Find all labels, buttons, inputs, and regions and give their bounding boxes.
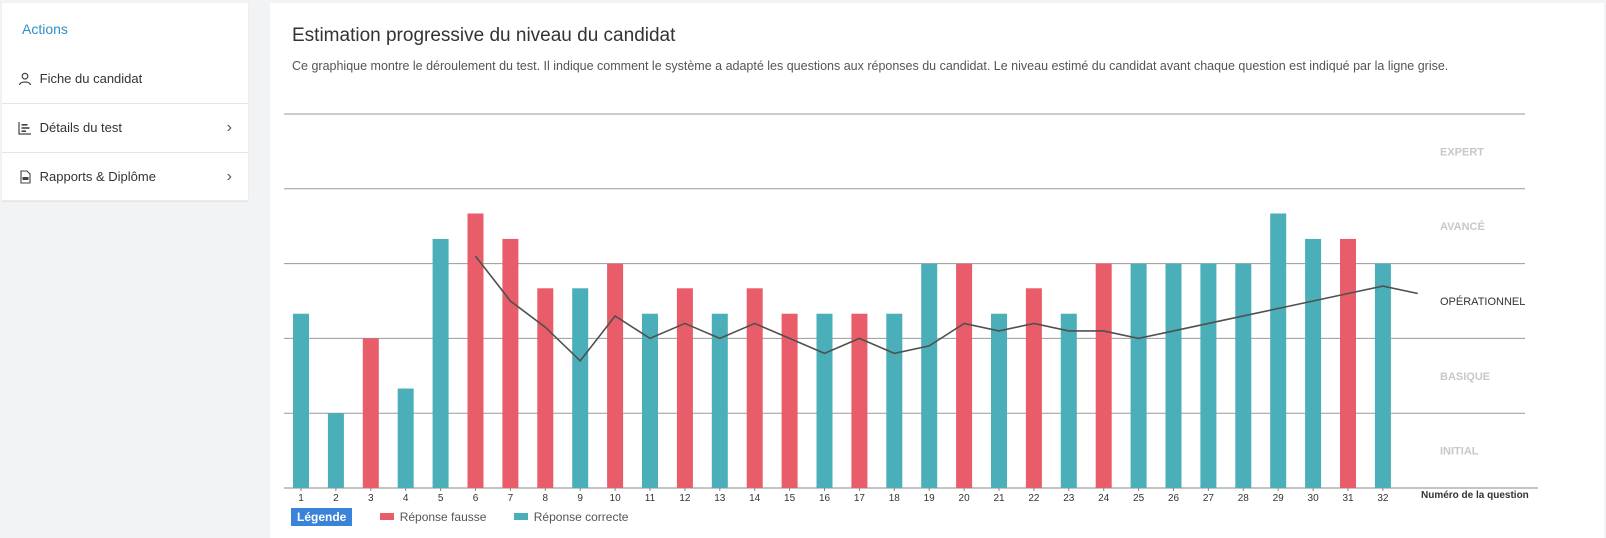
- chart-description: Ce graphique montre le déroulement du te…: [292, 59, 1449, 73]
- x-tick-label: 22: [1028, 493, 1040, 504]
- level-label: INITIAL: [1440, 446, 1479, 458]
- bar: [537, 288, 554, 488]
- level-label: BASIQUE: [1440, 371, 1490, 383]
- bar: [1025, 288, 1042, 488]
- bar: [956, 263, 973, 488]
- x-tick-label: 28: [1238, 493, 1250, 504]
- legend-badge: Légende: [291, 508, 353, 526]
- x-axis-label: Numéro de la question: [1421, 490, 1529, 501]
- bar: [886, 313, 903, 488]
- bar: [607, 263, 624, 488]
- x-tick-label: 9: [577, 493, 583, 504]
- bar: [327, 413, 344, 488]
- bar: [467, 213, 484, 488]
- x-tick-label: 30: [1308, 493, 1320, 504]
- x-tick-label: 20: [959, 493, 971, 504]
- bar: [1095, 263, 1112, 488]
- bar: [851, 313, 868, 488]
- x-tick-label: 4: [403, 493, 409, 504]
- legend: Légende Réponse fausse Réponse correcte: [291, 508, 628, 528]
- legend-correct: Réponse correcte: [513, 510, 629, 524]
- x-tick-label: 11: [645, 493, 656, 504]
- user-icon: [18, 72, 32, 85]
- x-tick-label: 2: [333, 493, 339, 504]
- sidebar-item-label: Fiche du candidat: [39, 71, 143, 86]
- x-tick-label: 27: [1203, 493, 1215, 504]
- bar: [293, 313, 309, 488]
- bar: [1200, 263, 1217, 488]
- sidebar-title: Actions: [22, 21, 68, 37]
- bar: [921, 263, 938, 488]
- bar: [432, 238, 449, 488]
- bar: [991, 313, 1007, 488]
- legend-correct-swatch: [513, 513, 528, 521]
- level-label: OPÉRATIONNEL: [1440, 295, 1525, 308]
- bar: [362, 338, 379, 488]
- bar: [1130, 263, 1147, 488]
- x-tick-label: 10: [610, 493, 622, 504]
- legend-wrong: Réponse fausse: [379, 510, 487, 524]
- x-tick-label: 7: [508, 493, 514, 504]
- x-tick-label: 8: [543, 493, 549, 504]
- bar: [746, 288, 763, 488]
- x-tick-label: 19: [924, 493, 936, 504]
- bar: [1235, 263, 1252, 488]
- x-tick-label: 26: [1168, 493, 1180, 504]
- bar: [781, 313, 798, 488]
- level-label: AVANCÉ: [1440, 220, 1485, 233]
- bar-chart-icon: [18, 121, 31, 135]
- x-tick-label: 14: [749, 493, 761, 504]
- x-tick-label: 25: [1133, 493, 1145, 504]
- x-tick-label: 13: [714, 493, 726, 504]
- sidebar-item-details-test[interactable]: Détails du test ›: [2, 104, 248, 153]
- x-tick-label: 6: [473, 493, 479, 504]
- bar: [572, 288, 589, 488]
- x-tick-label: 5: [438, 493, 444, 504]
- sidebar: Actions Fiche du candidat Détails du tes…: [2, 3, 248, 202]
- x-tick-label: 31: [1342, 493, 1354, 504]
- sidebar-item-rapports-diplome[interactable]: Rapports & Diplôme ›: [2, 153, 248, 202]
- legend-wrong-label: Réponse fausse: [399, 510, 487, 524]
- x-tick-label: 17: [854, 493, 866, 504]
- bar: [502, 238, 519, 488]
- sidebar-item-fiche-candidat[interactable]: Fiche du candidat: [2, 55, 248, 104]
- x-tick-label: 3: [368, 493, 374, 504]
- x-tick-label: 1: [298, 493, 304, 504]
- bar: [1374, 263, 1391, 488]
- x-tick-label: 12: [679, 493, 691, 504]
- x-tick-label: 18: [889, 493, 901, 504]
- x-tick-label: 16: [819, 493, 831, 504]
- x-tick-label: 24: [1098, 493, 1110, 504]
- bar: [1165, 263, 1182, 488]
- level-label: EXPERT: [1440, 146, 1484, 158]
- legend-correct-label: Réponse correcte: [533, 510, 629, 524]
- x-tick-label: 29: [1273, 493, 1285, 504]
- chevron-right-icon: ›: [226, 119, 232, 136]
- bar: [1060, 313, 1077, 488]
- x-tick-label: 21: [993, 493, 1005, 504]
- bar: [711, 313, 728, 488]
- page-title: Estimation progressive du niveau du cand…: [292, 25, 676, 46]
- bar: [1305, 238, 1322, 488]
- pdf-file-icon: [20, 170, 31, 184]
- bar: [676, 288, 693, 488]
- x-tick-label: 32: [1377, 493, 1389, 504]
- chevron-right-icon: ›: [226, 168, 232, 185]
- main-panel: Estimation progressive du niveau du cand…: [270, 3, 1604, 538]
- sidebar-item-label: Rapports & Diplôme: [39, 169, 156, 184]
- bar: [1270, 213, 1287, 488]
- x-tick-label: 15: [784, 493, 796, 504]
- sidebar-item-label: Détails du test: [39, 120, 122, 135]
- legend-wrong-swatch: [379, 513, 394, 521]
- bar: [642, 313, 658, 488]
- bar: [816, 313, 833, 488]
- estimate-line: [474, 255, 1418, 363]
- bar: [1340, 238, 1356, 488]
- x-tick-label: 23: [1063, 493, 1075, 504]
- bar: [397, 388, 414, 488]
